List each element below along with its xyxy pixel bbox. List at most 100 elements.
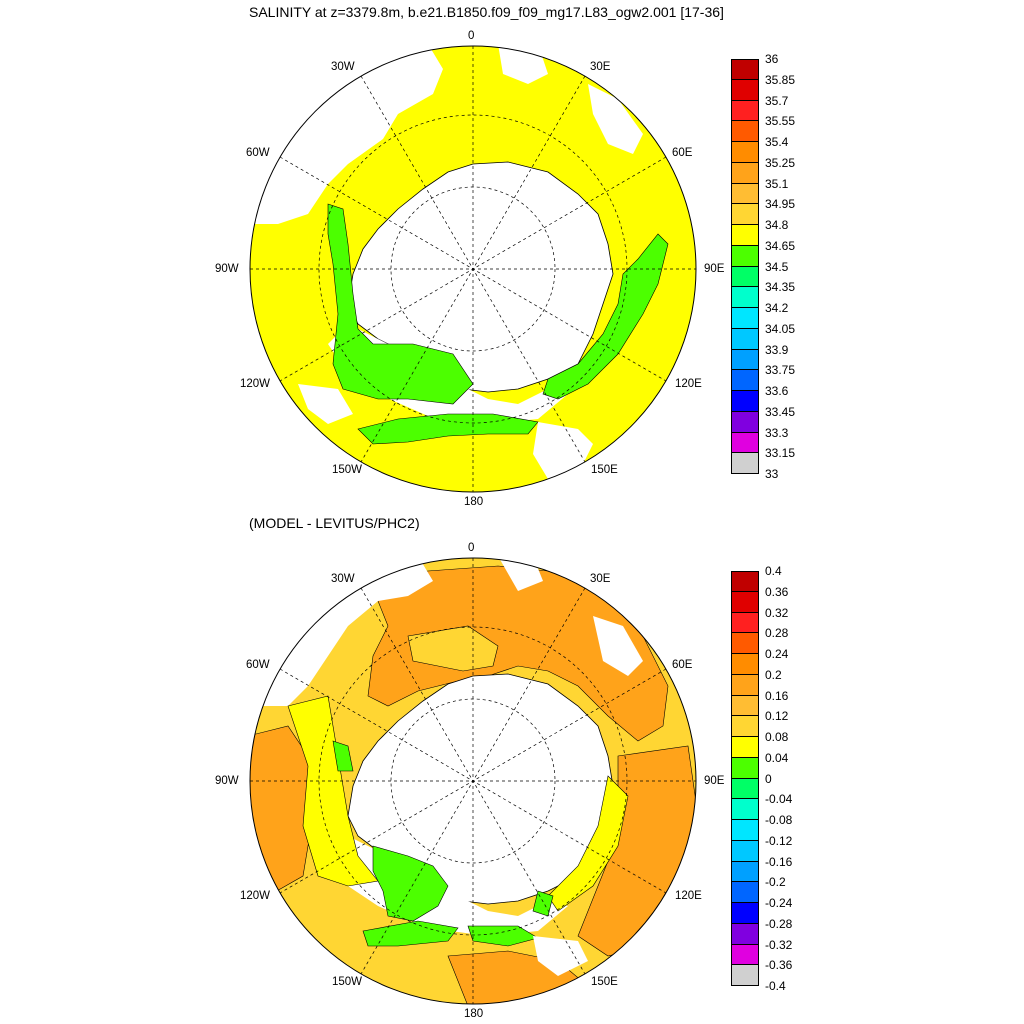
salinity-colorbar-tick-label: 35.55 — [765, 114, 796, 129]
salinity-colorbar-box — [731, 225, 759, 246]
lon-label-30e: 30E — [590, 61, 611, 73]
difference-colorbar-box — [731, 737, 759, 758]
lon-label-0: 0 — [468, 30, 475, 42]
difference-colorbar-tick-label: -0.32 — [765, 937, 793, 952]
salinity-colorbar-box — [731, 391, 759, 412]
difference-colorbar-tick-label: 0 — [765, 771, 772, 786]
salinity-colorbar-box — [731, 328, 759, 350]
lon-label-120e: 120E — [675, 890, 702, 902]
graticule — [250, 46, 696, 492]
lon-label-30e: 30E — [590, 573, 611, 585]
salinity-colorbar-tick-label: 35.7 — [765, 93, 789, 108]
difference-colorbar-box — [731, 591, 759, 613]
difference-colorbar-box — [731, 944, 759, 966]
difference-colorbar-box — [731, 612, 759, 634]
difference-colorbar-tick-label: -0.08 — [765, 813, 793, 827]
lon-label-90w: 90W — [215, 775, 239, 787]
salinity-colorbar-tick-label: 34.05 — [765, 321, 796, 336]
panel-title-salinity: SALINITY at z=3379.8m, b.e21.B1850.f09_f… — [249, 4, 724, 20]
salinity-colorbar-box — [731, 79, 759, 101]
salinity-colorbar: 36 35.85 35.7 35.55 35.4 35.25 35.1 34.95 34.8 34… — [731, 52, 795, 481]
salinity-colorbar-tick-label: 33.3 — [765, 425, 789, 440]
lon-label-120w: 120W — [240, 378, 271, 390]
lon-label-120e: 120E — [675, 378, 702, 390]
salinity-colorbar-box — [731, 100, 759, 122]
salinity-colorbar-box — [731, 162, 759, 184]
lon-label-150e: 150E — [591, 464, 618, 476]
salinity-colorbar-tick-label: 34.65 — [765, 238, 796, 253]
difference-colorbar-tick-label: -0.16 — [765, 854, 793, 869]
difference-colorbar-tick-label: -0.12 — [765, 833, 793, 848]
difference-colorbar-tick-label: -0.28 — [765, 916, 793, 931]
salinity-colorbar-tick-label: 35.25 — [765, 155, 796, 170]
difference-colorbar-box — [731, 778, 759, 800]
difference-colorbar-tick-label: 0.12 — [765, 709, 789, 724]
lon-label-180: 180 — [464, 1008, 484, 1020]
salinity-colorbar-box — [731, 411, 759, 433]
salinity-colorbar-tick-label: 35.85 — [765, 72, 796, 87]
salinity-colorbar-tick-label: 36 — [765, 52, 779, 66]
salinity-colorbar-box — [731, 183, 759, 205]
difference-colorbar-box — [731, 965, 759, 986]
salinity-colorbar-tick-label: 33 — [765, 467, 779, 481]
lon-label-30w: 30W — [331, 61, 355, 73]
difference-colorbar-box — [731, 820, 759, 841]
difference-colorbar-tick-label: 0.4 — [765, 564, 782, 578]
salinity-colorbar-box — [731, 349, 759, 371]
salinity-colorbar-tick-label: 34.2 — [765, 301, 789, 315]
difference-colorbar-tick-label: -0.2 — [765, 875, 786, 890]
salinity-colorbar-box — [731, 245, 759, 267]
salinity-colorbar-box — [731, 432, 759, 454]
difference-colorbar-box — [731, 882, 759, 903]
difference-colorbar-box — [731, 799, 759, 820]
graticule — [250, 558, 696, 1004]
lon-label-90e: 90E — [704, 775, 725, 787]
salinity-colorbar-box — [731, 142, 759, 163]
lon-label-60e: 60E — [672, 659, 693, 671]
difference-colorbar-tick-label: -0.24 — [765, 896, 793, 910]
lon-label-60e: 60E — [672, 147, 693, 159]
difference-colorbar-box — [731, 923, 759, 945]
difference-colorbar-box — [731, 716, 759, 737]
salinity-colorbar-tick-label: 33.75 — [765, 363, 796, 378]
difference-colorbar-tick-label: 0.16 — [765, 688, 789, 703]
difference-colorbar: 0.4 0.36 0.32 0.28 0.24 0.2 0.16 0.12 0.08 0.04 0 -… — [731, 564, 792, 993]
difference-colorbar-box — [731, 571, 759, 592]
salinity-colorbar-tick-label: 34.5 — [765, 259, 789, 274]
difference-colorbar-tick-label: -0.4 — [765, 979, 786, 993]
lon-label-150w: 150W — [332, 976, 363, 988]
salinity-colorbar-box — [731, 308, 759, 329]
salinity-colorbar-tick-label: 35.4 — [765, 135, 789, 149]
lon-label-90e: 90E — [704, 263, 725, 275]
salinity-colorbar-box — [731, 370, 759, 391]
difference-colorbar-box — [731, 903, 759, 924]
salinity-colorbar-tick-label: 33.6 — [765, 384, 789, 398]
lon-label-120w: 120W — [240, 890, 271, 902]
difference-colorbar-box — [731, 633, 759, 654]
salinity-colorbar-box — [731, 204, 759, 225]
salinity-colorbar-tick-label: 33.15 — [765, 446, 796, 461]
difference-colorbar-tick-label: -0.04 — [765, 792, 793, 807]
salinity-colorbar-tick-label: 35.1 — [765, 176, 789, 191]
salinity-polar-map — [249, 45, 697, 493]
salinity-colorbar-tick-label: 33.9 — [765, 342, 789, 357]
difference-colorbar-box — [731, 757, 759, 779]
salinity-colorbar-box — [731, 266, 759, 288]
difference-colorbar-tick-label: 0.2 — [765, 667, 782, 682]
lon-label-150w: 150W — [332, 464, 363, 476]
salinity-colorbar-tick-label: 34.35 — [765, 280, 796, 295]
difference-colorbar-tick-label: 0.24 — [765, 647, 789, 661]
lon-label-180: 180 — [464, 496, 484, 508]
difference-colorbar-tick-label: 0.32 — [765, 605, 789, 620]
salinity-colorbar-box — [731, 59, 759, 80]
lon-label-150e: 150E — [591, 976, 618, 988]
difference-polar-map — [249, 557, 697, 1005]
lon-label-90w: 90W — [215, 263, 239, 275]
salinity-colorbar-tick-label: 33.45 — [765, 404, 796, 419]
lon-label-0: 0 — [468, 542, 475, 554]
difference-colorbar-box — [731, 654, 759, 675]
lon-label-30w: 30W — [331, 573, 355, 585]
salinity-colorbar-tick-label: 34.8 — [765, 218, 789, 232]
salinity-colorbar-box — [731, 453, 759, 474]
difference-colorbar-box — [731, 861, 759, 883]
